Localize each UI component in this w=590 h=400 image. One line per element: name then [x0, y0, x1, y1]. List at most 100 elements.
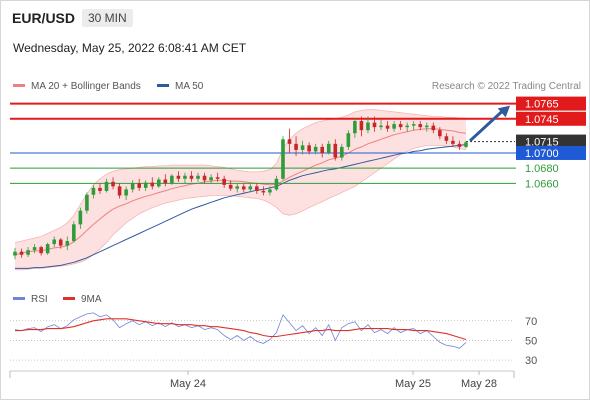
candle-body-52 — [353, 121, 357, 134]
candle-body-27 — [189, 175, 194, 179]
candle-body-54 — [366, 122, 370, 131]
candle-body-8 — [65, 241, 70, 246]
candle-body-25 — [176, 175, 181, 179]
candle-body-28 — [196, 175, 200, 179]
level-label-3: 1.0700 — [525, 148, 559, 160]
candle-body-38 — [261, 190, 266, 193]
candle-body-18 — [130, 183, 135, 190]
candle-body-2 — [26, 250, 30, 255]
candle-body-68 — [457, 143, 462, 147]
candle-body-65 — [438, 130, 442, 137]
rsi-series-rsi — [14, 312, 467, 349]
candle-body-35 — [241, 186, 246, 190]
candle-body-59 — [398, 124, 403, 128]
candle-body-69 — [464, 142, 468, 147]
candle-body-14 — [104, 181, 109, 191]
candle-body-6 — [52, 239, 57, 245]
legend-bollinger-label: MA 20 + Bollinger Bands — [31, 81, 141, 92]
candle-body-66 — [444, 136, 449, 141]
legend-9ma: 9MA — [63, 294, 102, 305]
candle-body-4 — [39, 247, 43, 254]
datetime-label: Wednesday, May 25, 2022 6:08:41 AM CET — [13, 41, 247, 55]
candle-body-17 — [124, 189, 128, 196]
level-label-box-3 — [516, 145, 586, 160]
candle-body-31 — [215, 177, 220, 179]
candle-body-3 — [32, 247, 37, 251]
level-label-1: 1.0745 — [525, 114, 559, 126]
candle-body-49 — [333, 143, 338, 158]
candle-body-13 — [98, 187, 102, 191]
candle-body-10 — [78, 210, 83, 225]
level-label-2: 1.0715 — [525, 137, 559, 149]
level-label-0: 1.0765 — [525, 99, 559, 111]
candle-body-42 — [287, 139, 292, 144]
candle-body-23 — [163, 179, 168, 184]
legend-9ma-swatch — [63, 296, 75, 300]
level-label-box-1 — [516, 111, 586, 126]
candle-body-48 — [326, 143, 331, 153]
candle-body-19 — [137, 183, 141, 188]
candle-body-40 — [274, 178, 279, 190]
candle-body-55 — [372, 122, 377, 128]
level-label-box-0 — [516, 96, 586, 111]
credit-label: Research © 2022 Trading Central — [431, 81, 581, 92]
candle-body-41 — [281, 139, 285, 179]
bollinger-lower-line — [15, 144, 467, 271]
timeframe-badge[interactable]: 30 MIN — [82, 9, 133, 27]
rsi-tick-label-2: 30 — [525, 355, 537, 367]
rsi-series-ma9 — [15, 318, 467, 341]
rsi-tick-label-0: 70 — [525, 316, 537, 328]
candle-body-1 — [19, 251, 24, 255]
time-tick-label-2: May 28 — [461, 378, 497, 390]
candle-body-62 — [418, 124, 423, 128]
bollinger-upper-line — [14, 109, 466, 243]
candle-body-58 — [392, 124, 396, 129]
candle-body-67 — [451, 140, 455, 144]
candle-body-50 — [340, 146, 344, 158]
candle-body-0 — [13, 251, 17, 256]
candle-body-15 — [111, 181, 115, 187]
legend-rsi: RSI — [13, 294, 48, 305]
candle-body-53 — [359, 121, 364, 131]
legend-bollinger: MA 20 + Bollinger Bands — [13, 81, 141, 92]
ma20-line — [14, 128, 467, 256]
legend-rsi-label: RSI — [31, 294, 48, 305]
candle-body-36 — [248, 186, 253, 190]
legend-ma50-swatch — [157, 83, 169, 87]
forecast-arrow-head — [497, 105, 510, 118]
legend-bollinger-swatch — [13, 83, 25, 87]
candle-body-20 — [143, 182, 148, 188]
candle-body-33 — [228, 184, 233, 189]
candle-body-34 — [235, 186, 240, 189]
candle-body-47 — [320, 146, 325, 153]
candle-body-60 — [405, 125, 409, 128]
candle-body-22 — [156, 179, 161, 187]
candle-body-64 — [431, 125, 436, 131]
level-label-5: 1.0660 — [525, 178, 559, 190]
candle-body-56 — [379, 125, 383, 128]
symbol-label: EUR/USD — [12, 10, 76, 26]
ma50-line — [15, 144, 467, 269]
candle-body-32 — [222, 178, 226, 185]
candle-body-21 — [150, 182, 155, 187]
level-label-box-2 — [516, 134, 586, 149]
candle-body-63 — [424, 125, 429, 128]
forecast-arrow-line — [468, 108, 506, 142]
legend-9ma-label: 9MA — [81, 294, 102, 305]
candle-body-51 — [346, 133, 351, 147]
candle-body-46 — [313, 146, 318, 152]
candle-body-12 — [91, 187, 96, 195]
legend-rsi-swatch — [13, 296, 25, 300]
candle-body-43 — [294, 143, 298, 150]
candle-body-24 — [170, 175, 174, 184]
candle-body-7 — [58, 239, 63, 246]
candle-body-45 — [307, 145, 311, 152]
candle-body-30 — [209, 177, 213, 181]
candle-body-16 — [117, 186, 122, 196]
candle-body-11 — [85, 194, 89, 211]
time-tick-label-1: May 25 — [395, 378, 431, 390]
candle-body-26 — [183, 175, 187, 179]
candle-body-37 — [255, 186, 259, 191]
legend-ma50-label: MA 50 — [175, 81, 204, 92]
